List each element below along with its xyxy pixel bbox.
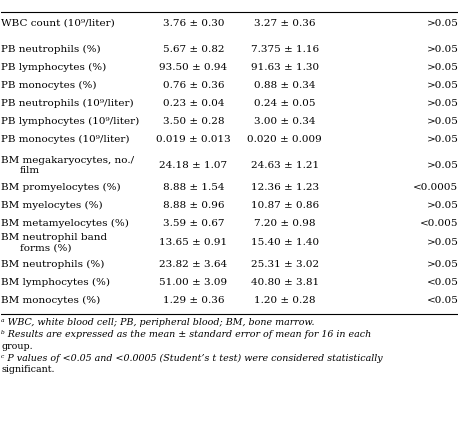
- Text: 13.65 ± 0.91: 13.65 ± 0.91: [159, 238, 228, 247]
- Text: BM promyelocytes (%): BM promyelocytes (%): [1, 183, 121, 192]
- Text: BM metamyelocytes (%): BM metamyelocytes (%): [1, 219, 129, 229]
- Text: ᵃ WBC, white blood cell; PB, peripheral blood; BM, bone marrow.: ᵃ WBC, white blood cell; PB, peripheral …: [1, 318, 315, 327]
- Text: 0.020 ± 0.009: 0.020 ± 0.009: [247, 135, 322, 144]
- Text: WBC count (10⁹/liter): WBC count (10⁹/liter): [1, 19, 115, 28]
- Text: >0.05: >0.05: [427, 161, 458, 170]
- Text: forms (%): forms (%): [19, 243, 71, 252]
- Text: PB monocytes (%): PB monocytes (%): [1, 80, 97, 90]
- Text: >0.05: >0.05: [427, 201, 458, 210]
- Text: 10.87 ± 0.86: 10.87 ± 0.86: [251, 201, 319, 210]
- Text: PB lymphocytes (%): PB lymphocytes (%): [1, 63, 107, 72]
- Text: 8.88 ± 0.96: 8.88 ± 0.96: [163, 201, 224, 210]
- Text: 23.82 ± 3.64: 23.82 ± 3.64: [159, 260, 228, 269]
- Text: <0.0005: <0.0005: [413, 183, 458, 192]
- Text: 0.019 ± 0.013: 0.019 ± 0.013: [156, 135, 231, 144]
- Text: PB monocytes (10⁹/liter): PB monocytes (10⁹/liter): [1, 135, 130, 144]
- Text: 24.63 ± 1.21: 24.63 ± 1.21: [251, 161, 319, 170]
- Text: BM myelocytes (%): BM myelocytes (%): [1, 201, 103, 210]
- Text: <0.05: <0.05: [427, 278, 458, 287]
- Text: significant.: significant.: [1, 365, 55, 374]
- Text: PB neutrophils (10⁹/liter): PB neutrophils (10⁹/liter): [1, 98, 134, 108]
- Text: BM neutrophil band: BM neutrophil band: [1, 233, 108, 242]
- Text: 0.23 ± 0.04: 0.23 ± 0.04: [163, 98, 224, 108]
- Text: BM lymphocytes (%): BM lymphocytes (%): [1, 278, 110, 287]
- Text: 3.27 ± 0.36: 3.27 ± 0.36: [254, 19, 315, 28]
- Text: BM neutrophils (%): BM neutrophils (%): [1, 260, 105, 269]
- Text: >0.05: >0.05: [427, 81, 458, 89]
- Text: PB lymphocytes (10⁹/liter): PB lymphocytes (10⁹/liter): [1, 117, 140, 126]
- Text: 24.18 ± 1.07: 24.18 ± 1.07: [159, 161, 228, 170]
- Text: 51.00 ± 3.09: 51.00 ± 3.09: [159, 278, 228, 287]
- Text: BM megakaryocytes, no./: BM megakaryocytes, no./: [1, 156, 135, 165]
- Text: BM monocytes (%): BM monocytes (%): [1, 296, 100, 305]
- Text: ᶜ P values of <0.05 and <0.0005 (Student’s t test) were considered statistically: ᶜ P values of <0.05 and <0.0005 (Student…: [1, 353, 383, 362]
- Text: 0.88 ± 0.34: 0.88 ± 0.34: [254, 81, 315, 89]
- Text: 8.88 ± 1.54: 8.88 ± 1.54: [163, 183, 224, 192]
- Text: 12.36 ± 1.23: 12.36 ± 1.23: [251, 183, 319, 192]
- Text: >0.05: >0.05: [427, 63, 458, 72]
- Text: >0.05: >0.05: [427, 135, 458, 144]
- Text: <0.05: <0.05: [427, 296, 458, 305]
- Text: <0.005: <0.005: [420, 219, 458, 228]
- Text: 7.20 ± 0.98: 7.20 ± 0.98: [254, 219, 315, 228]
- Text: >0.05: >0.05: [427, 117, 458, 126]
- Text: >0.05: >0.05: [427, 260, 458, 269]
- Text: 93.50 ± 0.94: 93.50 ± 0.94: [159, 63, 228, 72]
- Text: PB neutrophils (%): PB neutrophils (%): [1, 44, 101, 54]
- Text: 91.63 ± 1.30: 91.63 ± 1.30: [251, 63, 319, 72]
- Text: 5.67 ± 0.82: 5.67 ± 0.82: [163, 44, 224, 54]
- Text: >0.05: >0.05: [427, 238, 458, 247]
- Text: ᵇ Results are expressed as the mean ± standard error of mean for 16 in each: ᵇ Results are expressed as the mean ± st…: [1, 330, 372, 339]
- Text: 40.80 ± 3.81: 40.80 ± 3.81: [251, 278, 319, 287]
- Text: >0.05: >0.05: [427, 98, 458, 108]
- Text: 1.20 ± 0.28: 1.20 ± 0.28: [254, 296, 315, 305]
- Text: 25.31 ± 3.02: 25.31 ± 3.02: [251, 260, 319, 269]
- Text: group.: group.: [1, 342, 33, 351]
- Text: >0.05: >0.05: [427, 44, 458, 54]
- Text: 7.375 ± 1.16: 7.375 ± 1.16: [251, 44, 319, 54]
- Text: film: film: [19, 166, 40, 175]
- Text: 3.50 ± 0.28: 3.50 ± 0.28: [163, 117, 224, 126]
- Text: 3.00 ± 0.34: 3.00 ± 0.34: [254, 117, 315, 126]
- Text: >0.05: >0.05: [427, 19, 458, 28]
- Text: 3.59 ± 0.67: 3.59 ± 0.67: [163, 219, 224, 228]
- Text: 0.76 ± 0.36: 0.76 ± 0.36: [163, 81, 224, 89]
- Text: 3.76 ± 0.30: 3.76 ± 0.30: [163, 19, 224, 28]
- Text: 0.24 ± 0.05: 0.24 ± 0.05: [254, 98, 315, 108]
- Text: 15.40 ± 1.40: 15.40 ± 1.40: [251, 238, 319, 247]
- Text: 1.29 ± 0.36: 1.29 ± 0.36: [163, 296, 224, 305]
